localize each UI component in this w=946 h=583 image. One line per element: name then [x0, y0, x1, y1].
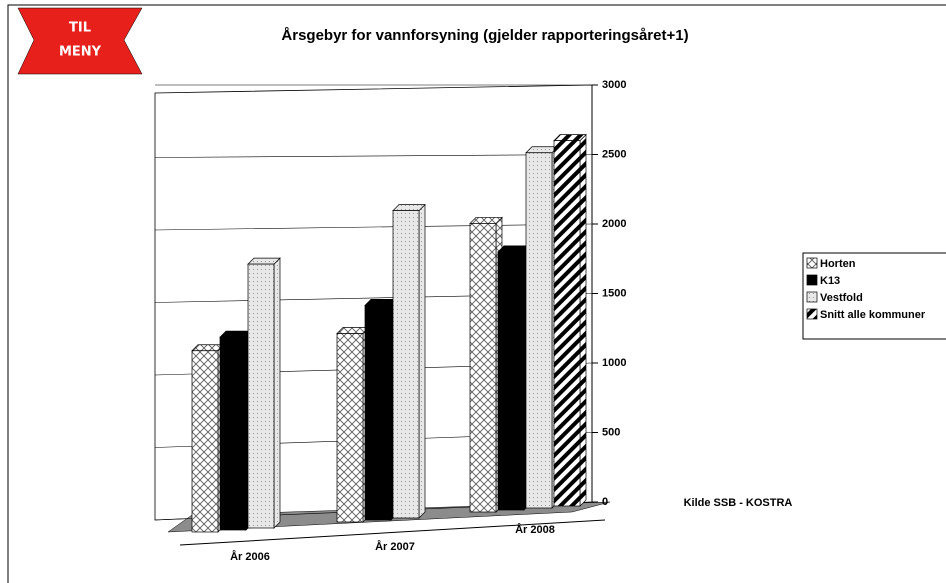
bar-front	[469, 223, 497, 513]
bar-top	[525, 146, 559, 154]
legend-swatch	[806, 257, 818, 269]
bar-front	[336, 333, 364, 523]
grid-line	[154, 223, 593, 231]
legend-label: K13	[820, 275, 840, 287]
legend-label: Vestfold	[820, 292, 863, 304]
annotation: Kilde SSB - KOSTRA	[684, 497, 793, 509]
legend-swatch	[806, 274, 818, 286]
x-axis	[179, 519, 606, 546]
bar	[497, 245, 531, 511]
legend-label: Horten	[820, 258, 856, 270]
bar	[392, 203, 426, 519]
bar-front	[553, 140, 581, 507]
y-tick-label: 0	[602, 496, 608, 508]
bar	[219, 330, 253, 531]
chart-title: Årsgebyr for vannforsyning (gjelder rapp…	[281, 27, 688, 44]
menu-text[interactable]: MENY	[59, 45, 102, 60]
bar-top	[392, 204, 426, 211]
bar	[247, 257, 281, 529]
bar-top	[553, 134, 587, 141]
bar-top	[247, 257, 281, 265]
menu-ribbon[interactable]	[17, 7, 143, 75]
bar-front	[219, 336, 247, 531]
bar-top	[497, 245, 531, 253]
bar	[553, 133, 587, 507]
bar	[364, 298, 398, 521]
bar	[191, 343, 225, 533]
grid-line	[154, 154, 593, 158]
legend-swatch	[806, 308, 818, 320]
menu-text[interactable]: TIL	[69, 21, 91, 36]
x-tick-label: År 2006	[230, 550, 270, 563]
legend-label: Snitt alle kommuner	[820, 309, 926, 321]
bar	[469, 216, 503, 513]
bar-front	[525, 152, 553, 509]
y-tick-label: 1000	[602, 357, 626, 369]
bar	[525, 145, 559, 509]
bar-top	[364, 299, 398, 306]
y-tick-label: 2500	[602, 148, 626, 160]
bar	[336, 326, 370, 523]
bar-side	[273, 257, 281, 529]
y-tick-label: 3000	[602, 79, 626, 91]
bar-front	[497, 251, 525, 511]
legend	[802, 252, 946, 340]
frame	[7, 4, 946, 583]
bar-side	[418, 203, 426, 519]
bar-top	[219, 330, 253, 338]
bar-front	[392, 210, 420, 519]
y-tick-label: 1500	[602, 287, 626, 299]
bar-front	[247, 263, 275, 529]
y-tick-label: 2000	[602, 218, 626, 230]
menu-button[interactable]: TIL MENY	[17, 7, 143, 75]
bar-top	[191, 344, 225, 352]
bar-top	[469, 217, 503, 224]
bar-top	[336, 327, 370, 334]
x-tick-label: År 2007	[375, 540, 415, 553]
y-tick-label: 500	[602, 426, 620, 438]
bar-side	[579, 133, 587, 507]
x-tick-label: År 2008	[515, 523, 555, 536]
bar-front	[364, 305, 392, 521]
bar-front	[191, 350, 219, 533]
legend-swatch	[806, 291, 818, 303]
